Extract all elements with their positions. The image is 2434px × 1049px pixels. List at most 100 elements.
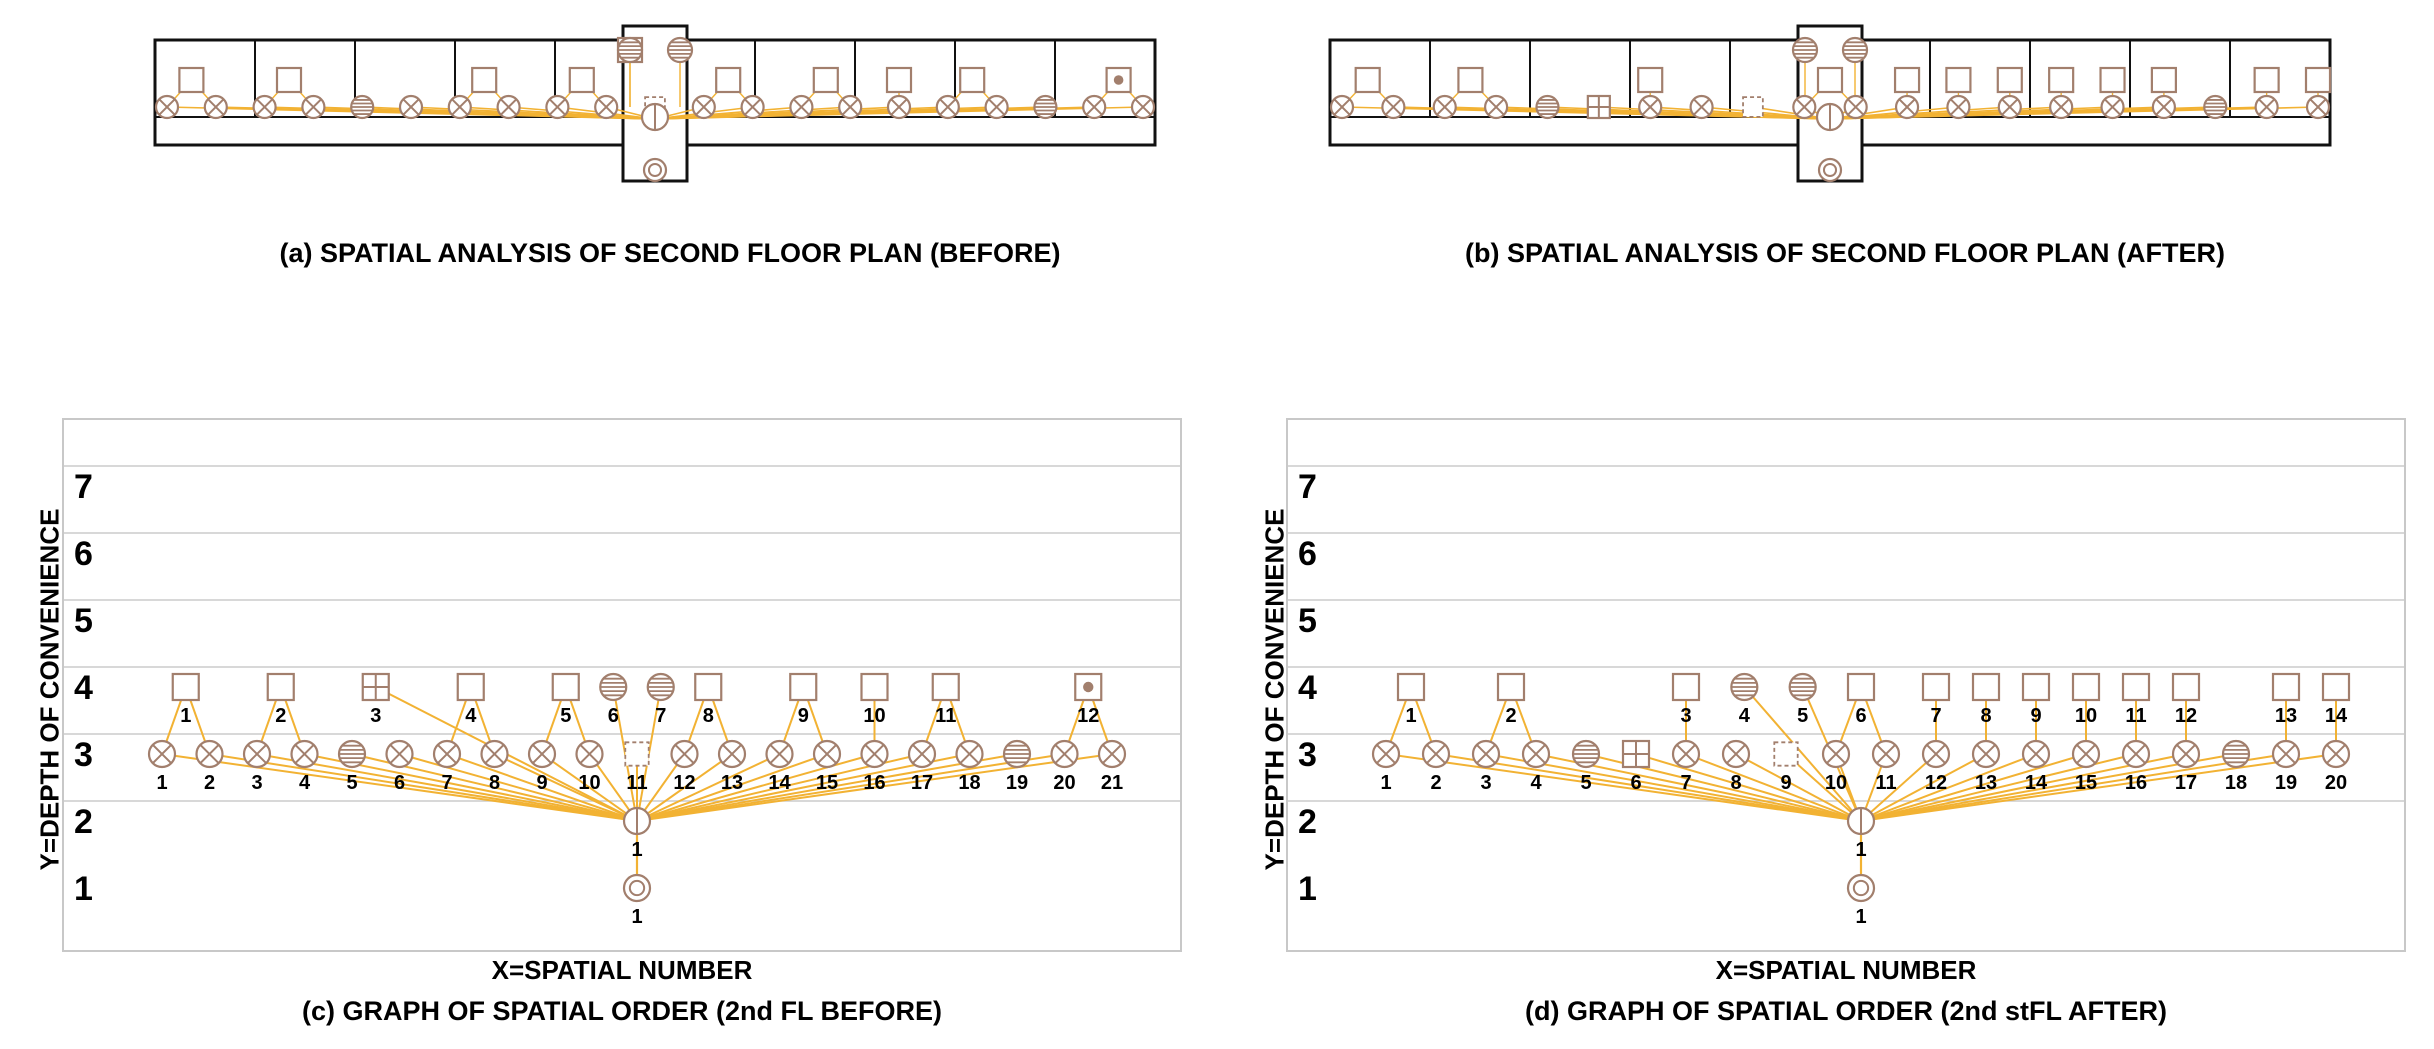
node-hub: 1: [1846, 806, 1876, 861]
node-depth3-6: 6: [1621, 739, 1651, 794]
node-depth3-7: 7: [1671, 739, 1701, 794]
node-label: 14: [2325, 705, 2348, 727]
node-depth4-12: 12: [1074, 672, 1103, 727]
node-label: 8: [703, 705, 714, 727]
node-depth4-11: 11: [2121, 672, 2151, 727]
node-depth4-5: 5: [551, 672, 580, 727]
node-depth3-17: 17: [2171, 739, 2201, 794]
node-depth3-14: 14: [765, 739, 794, 794]
plan-room-node: [471, 66, 498, 94]
plan-door-node: [1742, 96, 1764, 118]
node-label: 1: [156, 772, 167, 794]
node-depth4-7: 7: [1921, 672, 1951, 727]
plan-room-node: [1816, 66, 1844, 94]
edge: [256, 753, 638, 822]
plan-door-node: [1033, 94, 1058, 120]
plan-door-node: [691, 94, 716, 120]
plan-door-node: [2305, 94, 2331, 120]
plan-room-node: [1354, 66, 1381, 94]
nodes: 1 2 3 4 5 6 7 8 9 10 11 12 13 14 15 16 17 18 19 20 211 2 3 4 5 6 7…: [147, 672, 1127, 928]
plan-door-node: [2203, 94, 2228, 120]
plan-door-node: [2049, 94, 2074, 120]
node-depth3-16: 16: [860, 739, 889, 794]
edge: [399, 753, 638, 822]
plan-room-node: [2048, 66, 2075, 94]
plan-door-node: [740, 94, 765, 120]
plan-room-node: [1945, 66, 1972, 94]
edge: [1860, 753, 1937, 822]
graph-panel-after: [1286, 418, 2406, 952]
node-depth3-1: 1: [147, 739, 177, 794]
plan-door-node: [398, 94, 424, 120]
y-tick-label: 6: [1298, 535, 1317, 573]
node-label: 14: [2025, 772, 2048, 794]
x-axis-label-after: X=SPATIAL NUMBER: [1715, 955, 1977, 985]
edge: [1735, 753, 1862, 822]
node-label: 1: [1380, 772, 1391, 794]
plan-entrance-node: [1817, 157, 1843, 183]
node-depth3-9: 9: [1773, 741, 1799, 794]
node-depth3-10: 10: [575, 739, 604, 794]
node-label: 9: [2030, 705, 2041, 727]
node-depth4-4: 4: [1730, 672, 1759, 727]
plan-nodes: [154, 36, 1156, 183]
caption-b: (b) SPATIAL ANALYSIS OF SECOND FLOOR PLA…: [1465, 238, 2225, 268]
node-depth4-12: 12: [2171, 672, 2201, 727]
node-depth3-2: 2: [1421, 739, 1451, 794]
plan-room-node: [1105, 66, 1132, 94]
node-label: 10: [863, 705, 885, 727]
plan-door-node: [2254, 94, 2279, 120]
plan-room-node: [812, 66, 839, 94]
node-depth3-14: 14: [2021, 739, 2051, 794]
plan-room-node: [1996, 66, 2023, 94]
node-depth4-2: 2: [1496, 672, 1526, 727]
node-label: 4: [1739, 705, 1751, 727]
node-label: 21: [1101, 772, 1123, 794]
node-label: 11: [626, 772, 647, 794]
plan-nodes: [1329, 36, 2332, 183]
edge: [1635, 753, 1862, 822]
node-label: 10: [1825, 772, 1847, 794]
node-hub: 1: [622, 806, 652, 861]
node-depth3-3: 3: [242, 739, 272, 794]
node-depth3-11: 11: [1871, 739, 1901, 794]
node-depth3-17: 17: [907, 739, 937, 794]
edge: [636, 753, 828, 822]
plan-door-node: [496, 94, 521, 120]
edge: [1860, 753, 2037, 822]
edge: [1485, 753, 1862, 822]
node-depth4-10: 10: [860, 672, 889, 727]
plan-door-node: [789, 94, 814, 120]
plan-room-node: [1791, 36, 1819, 64]
node-label: 2: [204, 772, 215, 794]
node-depth3-21: 21: [1097, 739, 1127, 794]
caption-c: (c) GRAPH OF SPATIAL ORDER (2nd FL BEFOR…: [301, 996, 942, 1026]
node-depth3-15: 15: [2071, 739, 2101, 794]
floor-plan-after: [1328, 24, 2332, 183]
y-axis-label-before: Y=DEPTH OF CONVENIENCE: [34, 508, 65, 871]
plan-room-node: [1841, 36, 1869, 64]
plan-room-node: [2150, 66, 2177, 94]
node-label: 11: [935, 705, 956, 727]
node-depth3-18: 18: [2221, 739, 2251, 794]
node-depth3-2: 2: [195, 739, 224, 794]
y-tick-label: 4: [74, 669, 93, 707]
node-depth3-18: 18: [955, 739, 984, 794]
node-depth4-10: 10: [2071, 672, 2101, 727]
node-label: 3: [1480, 772, 1491, 794]
node-root: 1: [1846, 873, 1876, 928]
plan-door-node: [838, 94, 863, 120]
plan-room-node: [568, 66, 595, 94]
node-label: 5: [346, 772, 357, 794]
node-depth4-6: 6: [1846, 672, 1876, 727]
node-depth4-14: 14: [2321, 672, 2351, 727]
node-label: 1: [1855, 839, 1866, 861]
x-axis-label-before: X=SPATIAL NUMBER: [491, 955, 753, 985]
node-label: 19: [1006, 772, 1028, 794]
y-tick-label: 2: [1298, 803, 1317, 841]
node-label: 7: [1930, 705, 1941, 727]
node-label: 1: [180, 705, 191, 727]
node-depth4-2: 2: [266, 672, 295, 727]
plan-room-node: [666, 36, 694, 64]
